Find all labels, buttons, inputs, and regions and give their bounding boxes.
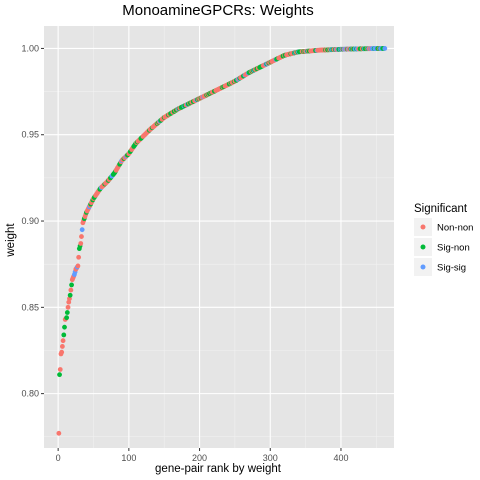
y-tick-label: 0.80 bbox=[21, 389, 39, 399]
legend-swatch bbox=[420, 224, 426, 230]
legend-label: Sig-sig bbox=[437, 263, 466, 274]
legend: Significant Non-non Sig-non Sig-sig bbox=[414, 203, 473, 276]
data-point bbox=[69, 282, 74, 288]
data-point bbox=[62, 324, 67, 330]
x-tick-label: 100 bbox=[121, 453, 136, 463]
panel-background bbox=[44, 26, 394, 448]
x-tick-label: 300 bbox=[263, 453, 278, 463]
legend-label: Sig-non bbox=[437, 243, 470, 254]
y-tick-label: 0.95 bbox=[21, 130, 39, 140]
data-point bbox=[79, 234, 84, 239]
data-point bbox=[59, 349, 65, 355]
legend-label: Non-non bbox=[437, 223, 473, 234]
grid-minor bbox=[44, 26, 394, 448]
data-point bbox=[57, 367, 63, 372]
data-point bbox=[76, 254, 82, 260]
data-point bbox=[64, 310, 70, 315]
y-tick-label: 1.00 bbox=[21, 43, 39, 53]
x-tick-label: 400 bbox=[333, 453, 348, 463]
x-axis: 0 100 200 300 400 bbox=[56, 448, 348, 463]
y-tick-label: 0.90 bbox=[21, 216, 39, 226]
legend-swatch bbox=[420, 264, 426, 270]
data-point bbox=[382, 46, 388, 51]
x-tick-label: 200 bbox=[192, 453, 207, 463]
data-point bbox=[65, 304, 71, 310]
data-point bbox=[79, 227, 85, 233]
data-point bbox=[60, 338, 66, 344]
data-point bbox=[59, 344, 65, 349]
data-points bbox=[56, 46, 388, 436]
data-point bbox=[56, 430, 62, 436]
data-point bbox=[57, 372, 62, 378]
y-axis: 0.80 0.85 0.90 0.95 1.00 bbox=[21, 43, 44, 399]
chart-title: MonoamineGPCRs: Weights bbox=[122, 2, 313, 19]
x-tick-label: 0 bbox=[56, 453, 61, 463]
x-axis-label: gene-pair rank by weight bbox=[155, 463, 282, 475]
y-tick-label: 0.85 bbox=[21, 302, 39, 312]
legend-swatch bbox=[420, 244, 426, 250]
data-point bbox=[75, 263, 81, 269]
y-axis-label: weight bbox=[5, 223, 17, 258]
data-point bbox=[78, 241, 84, 246]
legend-title: Significant bbox=[414, 203, 468, 215]
data-point bbox=[61, 332, 67, 338]
data-point bbox=[68, 287, 74, 293]
data-point bbox=[64, 315, 70, 321]
data-point bbox=[67, 292, 73, 298]
